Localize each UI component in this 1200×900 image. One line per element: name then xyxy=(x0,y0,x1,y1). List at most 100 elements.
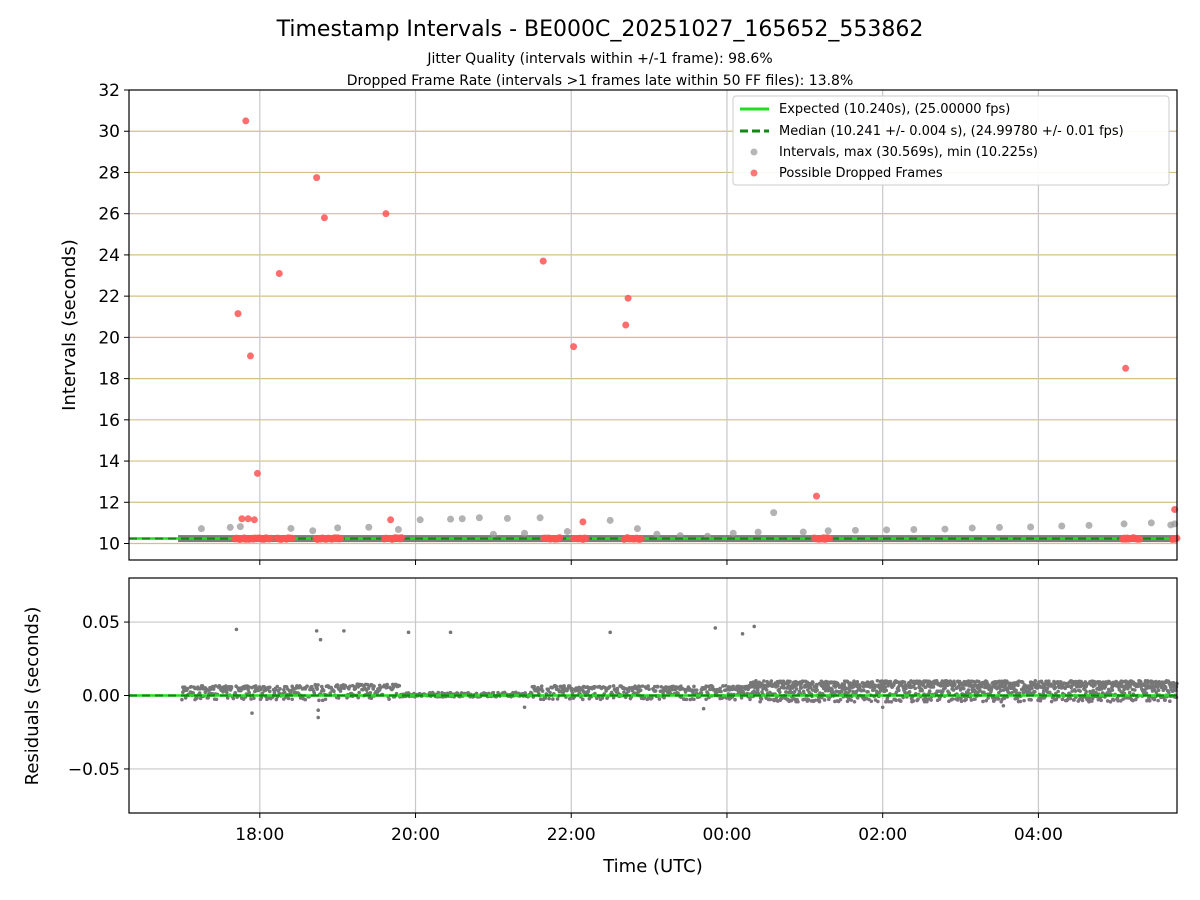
residual-point xyxy=(224,684,228,688)
interval-point xyxy=(606,516,614,524)
residual-point xyxy=(1131,698,1135,703)
residual-point xyxy=(368,691,373,695)
interval-point xyxy=(883,526,891,534)
residual-point xyxy=(1099,698,1103,703)
interval-point xyxy=(447,515,455,523)
residual-outlier xyxy=(234,627,239,632)
residual-point xyxy=(984,698,989,703)
residual-point xyxy=(658,689,663,694)
residual-point xyxy=(320,698,325,703)
residual-point xyxy=(1087,699,1091,704)
residual-point xyxy=(646,684,650,688)
chart-subtitle-jitter: Jitter Quality (intervals within +/-1 fr… xyxy=(426,51,772,67)
residual-point xyxy=(345,696,349,700)
residual-point xyxy=(951,688,956,692)
residual-point xyxy=(1163,685,1168,689)
residual-point xyxy=(1033,678,1038,683)
residual-point xyxy=(883,685,888,689)
residual-point xyxy=(913,686,918,691)
residual-point xyxy=(267,689,272,694)
residual-point xyxy=(889,699,894,704)
residual-point xyxy=(555,697,560,701)
residual-point xyxy=(321,688,326,693)
top-plot-ylabel: Intervals (seconds) xyxy=(59,239,80,411)
residual-point xyxy=(1133,697,1138,702)
residual-point xyxy=(247,690,252,695)
dropped-point xyxy=(387,516,395,524)
residual-point xyxy=(986,696,990,700)
interval-point xyxy=(799,528,807,536)
residual-outlier xyxy=(740,632,745,636)
residual-point xyxy=(652,684,657,689)
legend-median-label: Median (10.241 +/- 0.004 s), (24.99780 +… xyxy=(779,124,1124,139)
residual-point xyxy=(788,679,792,684)
residual-point xyxy=(731,684,735,689)
residual-point xyxy=(981,699,985,704)
residual-point xyxy=(1056,689,1060,694)
residual-point xyxy=(748,697,752,702)
residual-point xyxy=(676,691,680,696)
interval-point xyxy=(1085,521,1093,529)
residual-point xyxy=(888,679,893,684)
residual-outlier xyxy=(1001,703,1006,708)
residual-point xyxy=(718,686,722,691)
interval-point xyxy=(1120,520,1128,528)
y-tick-label: 20 xyxy=(98,328,120,348)
residual-point xyxy=(305,684,309,689)
residual-point xyxy=(814,682,819,687)
interval-point xyxy=(941,525,949,533)
residual-point xyxy=(514,690,518,695)
interval-point xyxy=(521,529,529,537)
residual-point xyxy=(852,700,857,704)
residual-point xyxy=(440,690,444,695)
residual-point xyxy=(548,690,552,695)
residual-point xyxy=(1072,698,1076,702)
dropped-point xyxy=(624,294,632,302)
legend-intervals-swatch xyxy=(750,148,758,156)
residual-point xyxy=(691,691,695,695)
x-tick-label: 02:00 xyxy=(858,825,907,845)
residual-point xyxy=(637,684,642,689)
residual-point xyxy=(1060,697,1065,702)
residual-point xyxy=(312,691,317,695)
residual-point xyxy=(336,696,341,700)
residual-outlier xyxy=(406,630,411,635)
residual-point xyxy=(1174,684,1179,689)
interval-point xyxy=(197,525,205,533)
dropped-point xyxy=(570,343,578,351)
residual-point xyxy=(638,688,643,693)
residual-point xyxy=(653,689,658,693)
interval-point xyxy=(968,524,976,532)
residual-point xyxy=(1045,686,1050,691)
residual-point xyxy=(792,689,797,694)
residual-point xyxy=(357,690,361,695)
residual-point xyxy=(1049,699,1054,704)
top-plot-ticks: 10 12 14 16 18 20 22 24 26 28 30 32 xyxy=(98,81,1039,565)
residual-point xyxy=(925,699,929,704)
residual-point xyxy=(776,684,780,688)
residual-point xyxy=(811,680,815,685)
residual-point xyxy=(225,696,230,700)
residual-point xyxy=(855,696,860,700)
residual-point xyxy=(789,690,793,695)
residual-point xyxy=(996,697,1001,701)
chart-subtitle-dropped: Dropped Frame Rate (intervals >1 frames … xyxy=(347,73,854,89)
dropped-point xyxy=(320,214,328,222)
residual-point xyxy=(782,686,786,690)
interval-point xyxy=(458,515,466,523)
residual-point xyxy=(1053,685,1058,690)
residual-point xyxy=(659,684,664,689)
residual-point xyxy=(796,699,800,704)
residual-point xyxy=(789,698,794,703)
dropped-point xyxy=(238,515,246,523)
residual-point xyxy=(759,697,764,701)
interval-point xyxy=(851,526,859,534)
residual-point xyxy=(894,698,898,703)
residual-point xyxy=(335,683,340,687)
residual-point xyxy=(348,684,352,689)
y-tick-label: 18 xyxy=(98,370,120,390)
legend-dropped-label: Possible Dropped Frames xyxy=(779,166,943,181)
residual-point xyxy=(904,686,908,691)
interval-point xyxy=(365,523,373,531)
dropped-point xyxy=(1122,364,1130,372)
